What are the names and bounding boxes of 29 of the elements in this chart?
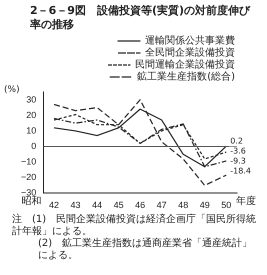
x-tick-label: 49 xyxy=(200,200,210,210)
x-tick-label: 42 xyxy=(49,200,60,210)
x-tick-label: 46 xyxy=(135,200,146,210)
x-tick-label: 47 xyxy=(156,200,167,210)
y-tick-label: 10 xyxy=(26,125,36,136)
x-tick-label: 43 xyxy=(70,200,81,210)
data-label: -9.3 xyxy=(230,156,246,166)
y-tick-label: −10 xyxy=(20,156,36,167)
y-tick-label: 0 xyxy=(31,140,36,151)
y-axis-title: (%) xyxy=(4,84,20,95)
legend-label: 全民間企業設備投資 xyxy=(145,46,235,59)
x-tick-label: 50 xyxy=(221,200,232,210)
data-label: -18.4 xyxy=(230,166,251,176)
x-axis-title: 年度 xyxy=(236,194,256,207)
data-label: -3.6 xyxy=(230,146,246,156)
text: (2) 鉱工業生産指数は通商産業省「通産統計」による。 xyxy=(37,238,254,262)
text: 昭和 xyxy=(21,194,42,207)
chart-title: 2－6－9図 設備投資等(実質)の対前度伸び率の推移 xyxy=(29,3,252,33)
legend-label: 運輸関係公共事業費 xyxy=(145,34,235,47)
y-tick-label: 30 xyxy=(26,94,36,104)
y-tick-label: 20 xyxy=(26,110,36,120)
legend-label: 鉱工業生産指数(総合) xyxy=(137,70,236,83)
data-label: 0.2 xyxy=(230,136,243,146)
x-tick-label: 45 xyxy=(114,200,124,210)
text: 注 (1) 民間企業設備投資は経済企画庁「国民所得統計年報」による。 xyxy=(12,214,258,238)
y-tick-label: −20 xyxy=(20,172,36,182)
legend-label: 民間運輸企業設備投資 xyxy=(135,58,235,71)
x-tick-label: 48 xyxy=(178,200,188,210)
x-tick-label: 44 xyxy=(92,200,102,210)
